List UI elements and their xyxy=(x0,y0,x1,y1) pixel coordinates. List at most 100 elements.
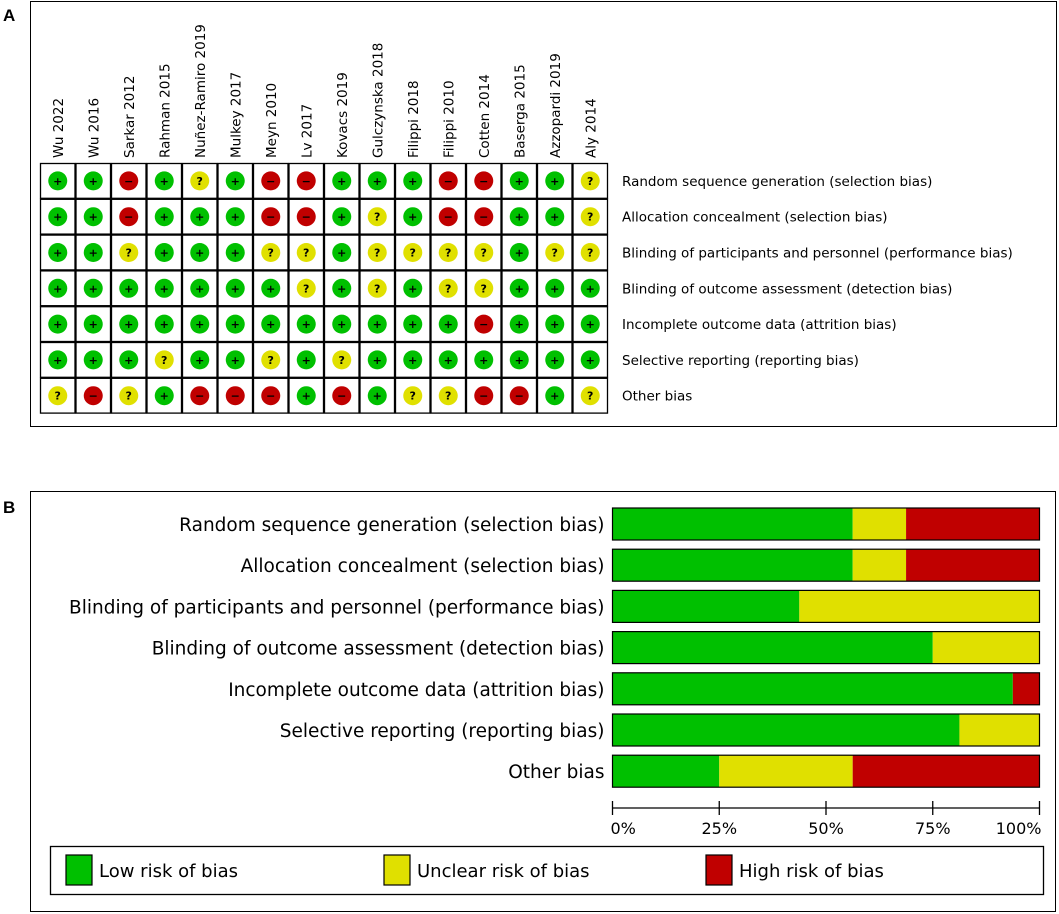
legend-label: Low risk of bias xyxy=(99,861,238,882)
bar-segment-low-risk-of-bias xyxy=(612,590,800,623)
judgement-low-dot xyxy=(83,243,103,262)
summary-domain-label: Blinding of outcome assessment (detectio… xyxy=(622,281,952,297)
judgement-low-dot xyxy=(332,207,352,227)
judgement-unclear-dot xyxy=(261,243,281,262)
judgement-low-dot xyxy=(545,171,565,191)
judgement-symbol: + xyxy=(124,282,133,295)
judgement-symbol: ? xyxy=(445,247,451,260)
judgement-unclear-dot xyxy=(261,350,281,370)
judgement-symbol: ? xyxy=(339,354,345,367)
judgement-high-dot xyxy=(119,171,139,191)
judgement-symbol: + xyxy=(195,282,204,295)
study-label: Cotten 2014 xyxy=(477,74,493,158)
judgement-low-dot xyxy=(225,314,245,334)
judgement-low-dot xyxy=(474,350,494,370)
judgement-low-dot xyxy=(154,314,174,334)
judgement-high-dot xyxy=(225,386,245,406)
study-label: Lv 2017 xyxy=(299,104,315,158)
bar-segment-high-risk-of-bias xyxy=(906,508,1040,540)
judgement-low-dot xyxy=(190,350,210,370)
bar-segment-unclear-risk-of-bias xyxy=(852,508,907,540)
panel-a-frame xyxy=(30,1,1057,427)
judgement-symbol: + xyxy=(231,247,240,260)
judgement-symbol: ? xyxy=(481,247,487,260)
judgement-symbol: + xyxy=(550,175,559,188)
study-label: Azzopardi 2019 xyxy=(548,53,564,158)
judgement-symbol: − xyxy=(302,211,311,224)
judgement-low-dot xyxy=(83,350,103,370)
bar-segment-low-risk-of-bias xyxy=(612,755,720,788)
judgement-symbol: + xyxy=(515,211,524,224)
judgement-symbol: − xyxy=(124,175,133,188)
judgement-symbol: + xyxy=(408,211,417,224)
judgement-high-dot xyxy=(261,386,281,406)
judgement-symbol: + xyxy=(515,282,524,295)
judgement-symbol: + xyxy=(408,282,417,295)
judgement-unclear-dot xyxy=(438,386,458,406)
judgement-symbol: + xyxy=(266,282,275,295)
judgement-symbol: + xyxy=(408,354,417,367)
judgement-low-dot xyxy=(580,314,600,334)
study-label: Mulkey 2017 xyxy=(228,72,244,158)
judgement-unclear-dot xyxy=(296,278,316,298)
judgement-low-dot xyxy=(48,171,68,191)
panel-b-label: B xyxy=(3,498,15,517)
judgement-low-dot xyxy=(332,243,352,262)
judgement-symbol: + xyxy=(586,354,595,367)
bar-outline xyxy=(611,754,1041,788)
judgement-unclear-dot xyxy=(545,243,565,262)
judgement-symbol: + xyxy=(89,247,98,260)
judgement-low-dot xyxy=(545,386,565,406)
judgement-symbol: ? xyxy=(445,282,451,295)
judgement-low-dot xyxy=(403,171,423,191)
study-label: Wu 2016 xyxy=(86,98,102,158)
judgement-symbol: ? xyxy=(587,211,593,224)
judgement-high-dot xyxy=(261,207,281,227)
judgement-low-dot xyxy=(190,278,210,298)
judgement-symbol: − xyxy=(266,390,275,403)
judgement-symbol: + xyxy=(195,247,204,260)
judgement-symbol: + xyxy=(337,247,346,260)
graph-domain-label: Other bias xyxy=(508,762,604,783)
judgement-unclear-dot xyxy=(296,243,316,262)
summary-grid: Wu 2022 Wu 2016 Sarkar 2012 Rahman 2015 Nuñe… xyxy=(39,24,1013,414)
judgement-symbol: ? xyxy=(410,390,416,403)
judgement-low-dot xyxy=(225,278,245,298)
bar-segment-unclear-risk-of-bias xyxy=(852,549,907,582)
judgement-symbol: + xyxy=(160,247,169,260)
judgement-low-dot xyxy=(154,243,174,262)
judgement-unclear-dot xyxy=(367,243,387,262)
judgement-unclear-dot xyxy=(48,386,68,406)
judgement-unclear-dot xyxy=(403,243,423,262)
bar-outline xyxy=(611,548,1041,582)
judgement-low-dot xyxy=(438,350,458,370)
judgement-unclear-dot xyxy=(154,350,174,370)
judgement-high-dot xyxy=(190,386,210,406)
judgement-symbol: − xyxy=(337,390,346,403)
summary-domain-label: Blinding of participants and personnel (… xyxy=(622,246,1013,262)
x-tick-label: 0% xyxy=(611,819,636,838)
judgement-low-dot xyxy=(367,171,387,191)
judgement-unclear-dot xyxy=(367,278,387,298)
judgement-symbol: + xyxy=(231,318,240,331)
judgement-low-dot xyxy=(48,207,68,227)
judgement-low-dot xyxy=(367,386,387,406)
judgement-low-dot xyxy=(509,171,529,191)
judgement-symbol: − xyxy=(515,390,524,403)
bar-segment-unclear-risk-of-bias xyxy=(719,755,853,788)
judgement-symbol: + xyxy=(160,175,169,188)
judgement-symbol: + xyxy=(444,318,453,331)
judgement-low-dot xyxy=(119,350,139,370)
bar-outline xyxy=(611,713,1041,747)
judgement-symbol: ? xyxy=(587,175,593,188)
judgement-symbol: ? xyxy=(126,247,132,260)
judgement-symbol: + xyxy=(515,354,524,367)
judgement-low-dot xyxy=(296,386,316,406)
judgement-symbol: + xyxy=(373,354,382,367)
judgement-symbol: + xyxy=(231,282,240,295)
summary-cell xyxy=(465,306,502,343)
judgement-low-dot xyxy=(509,350,529,370)
bar-outline xyxy=(611,589,1041,624)
study-label: Filippi 2018 xyxy=(406,80,422,158)
judgement-high-dot xyxy=(332,386,352,406)
